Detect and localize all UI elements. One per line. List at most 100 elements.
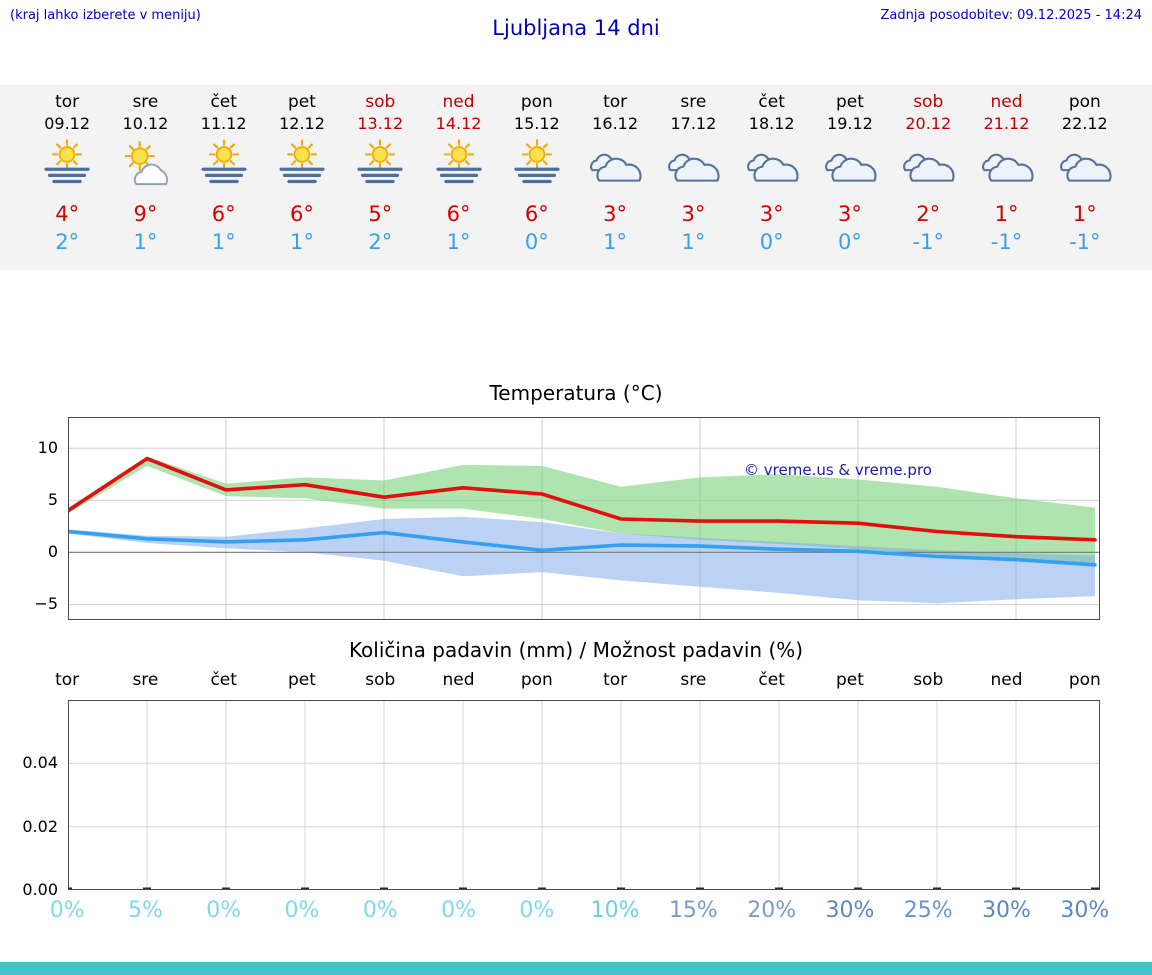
- precip-day-label-6: pon: [520, 670, 553, 690]
- temp-min: 2°: [368, 230, 393, 254]
- precip-y-tick-1: 0.02: [22, 816, 58, 836]
- watermark-link[interactable]: © vreme.us & vreme.pro: [744, 461, 932, 479]
- day-date: 16.12: [592, 114, 639, 133]
- precip-day-label-9: čet: [758, 670, 785, 690]
- temp-min: 1°: [133, 230, 158, 254]
- temp-max: 3°: [681, 202, 706, 226]
- precip-percent-5: 0%: [441, 898, 476, 923]
- day-date: 13.12: [357, 114, 404, 133]
- day-name: pon: [520, 92, 553, 112]
- day-date: 18.12: [748, 114, 795, 133]
- day-name: sre: [132, 92, 159, 112]
- sun-cloud-icon: [106, 139, 184, 193]
- day-date: 21.12: [983, 114, 1030, 133]
- precip-percent-9: 20%: [747, 898, 797, 923]
- forecast-day-15.12: pon 15.12 6° 0°: [498, 85, 576, 270]
- precip-percent-7: 10%: [590, 898, 640, 923]
- sun-fog-icon: [185, 139, 263, 193]
- sun-fog-icon: [341, 139, 419, 193]
- footer-bar: [0, 962, 1152, 975]
- precip-day-label-10: pet: [835, 670, 864, 690]
- temp-y-tick-3: −5: [34, 594, 58, 614]
- sun-fog-icon: [419, 139, 497, 193]
- forecast-day-21.12: ned 21.12 1° -1°: [967, 85, 1045, 270]
- day-name: ned: [990, 92, 1023, 112]
- precipitation-percent-row: 0% 5% 0% 0% 0% 0% 0% 10% 15% 20% 30% 25% 30% 30%: [28, 898, 1124, 923]
- forecast-day-17.12: sre 17.12 3° 1°: [654, 85, 732, 270]
- precip-day-label-13: pon: [1068, 670, 1101, 690]
- temp-min: 1°: [603, 230, 628, 254]
- day-name: čet: [210, 92, 237, 112]
- last-update-text: Zadnja posodobitev: 09.12.2025 - 14:24: [880, 8, 1142, 23]
- day-name: pet: [835, 92, 864, 112]
- temp-min: 2°: [55, 230, 80, 254]
- precip-percent-1: 5%: [127, 898, 163, 923]
- precip-percent-4: 0%: [362, 898, 398, 923]
- page-title: Ljubljana 14 dni: [492, 16, 660, 40]
- precip-day-label-11: sob: [913, 670, 944, 690]
- day-name: tor: [55, 92, 80, 112]
- temp-y-tick-1: 5: [47, 490, 58, 510]
- temp-y-tick-2: 0: [47, 542, 58, 562]
- precipitation-chart-canvas: [64, 700, 1100, 890]
- forecast-strip: tor 09.12 4° 2° sre 10.12 9° 1° čet 11.12 6° 1° pet 1…: [0, 85, 1152, 270]
- day-name: tor: [603, 92, 628, 112]
- precip-percent-0: 0%: [49, 898, 85, 923]
- temp-min: 1°: [681, 230, 706, 254]
- day-date: 15.12: [513, 114, 560, 133]
- temp-max: 3°: [759, 202, 784, 226]
- precipitation-chart-title: Količina padavin (mm) / Možnost padavin …: [348, 638, 804, 662]
- forecast-day-14.12: ned 14.12 6° 1°: [419, 85, 497, 270]
- temp-min: 1°: [211, 230, 236, 254]
- precip-y-tick-2: 0.04: [22, 753, 58, 773]
- forecast-day-22.12: pon 22.12 1° -1°: [1046, 85, 1124, 270]
- temp-max: 9°: [133, 202, 158, 226]
- temp-max: 1°: [1072, 202, 1097, 226]
- precip-day-label-0: tor: [55, 670, 80, 690]
- precip-percent-10: 30%: [825, 898, 875, 923]
- forecast-day-16.12: tor 16.12 3° 1°: [576, 85, 654, 270]
- precip-day-label-8: sre: [680, 670, 707, 690]
- day-name: sob: [365, 92, 396, 112]
- temp-min: 1°: [446, 230, 471, 254]
- forecast-day-20.12: sob 20.12 2° -1°: [889, 85, 967, 270]
- temp-max: 1°: [994, 202, 1019, 226]
- precip-percent-8: 15%: [668, 898, 718, 923]
- forecast-day-09.12: tor 09.12 4° 2°: [28, 85, 106, 270]
- cloudy-icon: [654, 139, 732, 193]
- forecast-day-13.12: sob 13.12 5° 2°: [341, 85, 419, 270]
- day-name: pon: [1068, 92, 1101, 112]
- temp-min: 0°: [759, 230, 784, 254]
- sun-fog-icon: [498, 139, 576, 193]
- day-date: 17.12: [670, 114, 717, 133]
- temp-min: 0°: [524, 230, 549, 254]
- precip-percent-11: 25%: [903, 898, 953, 923]
- temperature-chart-title: Temperatura (°C): [489, 381, 663, 405]
- cloudy-icon: [733, 139, 811, 193]
- temp-min: 0°: [838, 230, 862, 254]
- temp-max: 2°: [916, 202, 941, 226]
- forecast-day-11.12: čet 11.12 6° 1°: [185, 85, 263, 270]
- day-name: sob: [913, 92, 944, 112]
- day-date: 11.12: [200, 114, 247, 133]
- precip-day-label-12: ned: [990, 670, 1023, 690]
- temp-max: 6°: [211, 202, 236, 226]
- forecast-day-12.12: pet 12.12 6° 1°: [263, 85, 341, 270]
- precip-percent-12: 30%: [982, 898, 1031, 923]
- cloudy-icon: [1046, 139, 1124, 193]
- temp-max: 3°: [838, 202, 862, 226]
- temperature-chart-canvas: [66, 417, 1100, 620]
- precip-day-label-3: pet: [288, 670, 316, 690]
- day-name: čet: [758, 92, 785, 112]
- precip-percent-3: 0%: [284, 898, 320, 923]
- sun-fog-icon: [263, 139, 341, 193]
- day-name: pet: [288, 92, 316, 112]
- precip-day-label-2: čet: [210, 670, 237, 690]
- precipitation-day-labels: tor sre čet pet sob ned pon tor sre čet pet sob ned p…: [28, 670, 1124, 690]
- cloudy-icon: [576, 139, 654, 193]
- cloudy-icon: [889, 139, 967, 193]
- temp-max: 5°: [368, 202, 393, 226]
- day-name: ned: [442, 92, 475, 112]
- day-date: 09.12: [44, 114, 91, 133]
- day-date: 22.12: [1061, 114, 1108, 133]
